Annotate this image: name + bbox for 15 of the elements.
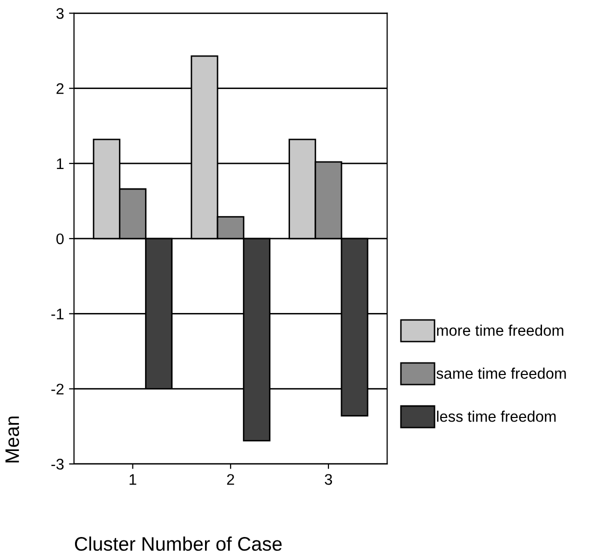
- legend-label: same time freedom: [436, 368, 566, 379]
- x-tick-label: 2: [227, 474, 234, 485]
- y-tick-label: 3: [56, 8, 64, 19]
- y-tick-label: 1: [56, 158, 64, 169]
- y-tick-label: -1: [51, 308, 64, 320]
- y-tick-label: -2: [51, 384, 64, 394]
- y-axis-title: Mean: [6, 416, 20, 462]
- y-tick-label: 2: [56, 83, 64, 94]
- x-tick-label: 1: [130, 474, 136, 485]
- y-tick-label: -3: [51, 458, 64, 470]
- legend-label: more time freedom: [437, 324, 564, 336]
- x-tick-label: 3: [324, 474, 332, 485]
- x-axis-title: Cluster Number of Case: [74, 536, 282, 551]
- y-tick-label: 0: [56, 233, 64, 244]
- legend-label: less time freedom: [437, 410, 556, 422]
